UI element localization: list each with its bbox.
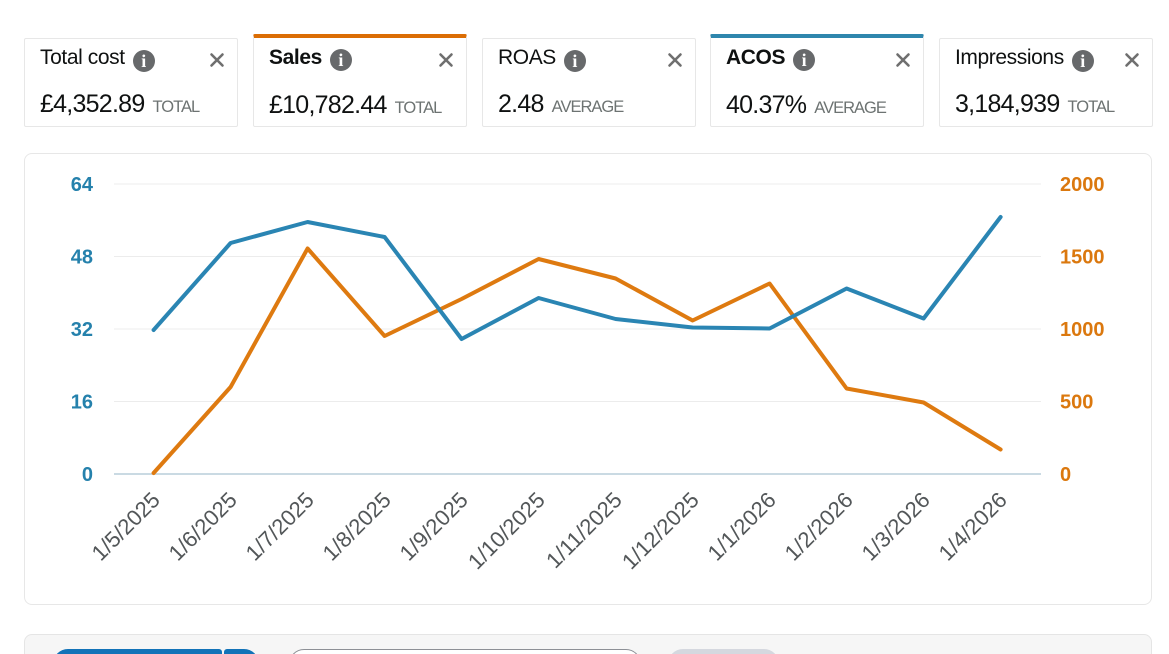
svg-text:1/9/2025: 1/9/2025 — [395, 487, 473, 565]
svg-text:500: 500 — [1060, 392, 1093, 414]
svg-text:1500: 1500 — [1060, 247, 1105, 269]
svg-text:16: 16 — [71, 392, 93, 414]
svg-text:1/10/2025: 1/10/2025 — [463, 487, 550, 574]
svg-text:1/2/2026: 1/2/2026 — [780, 487, 858, 565]
svg-text:1/8/2025: 1/8/2025 — [318, 487, 396, 565]
svg-text:1/3/2026: 1/3/2026 — [857, 487, 935, 565]
svg-text:48: 48 — [71, 247, 93, 269]
svg-text:0: 0 — [1060, 464, 1071, 486]
svg-text:1000: 1000 — [1060, 319, 1105, 341]
svg-text:1/12/2025: 1/12/2025 — [617, 487, 704, 574]
svg-text:2000: 2000 — [1060, 174, 1105, 196]
svg-text:1/5/2025: 1/5/2025 — [87, 487, 165, 565]
svg-text:1/1/2026: 1/1/2026 — [703, 487, 781, 565]
svg-text:64: 64 — [71, 174, 94, 196]
svg-text:1/4/2026: 1/4/2026 — [934, 487, 1012, 565]
svg-text:0: 0 — [82, 464, 93, 486]
svg-text:1/11/2025: 1/11/2025 — [541, 487, 627, 573]
svg-text:1/6/2025: 1/6/2025 — [164, 487, 242, 565]
svg-text:1/7/2025: 1/7/2025 — [241, 487, 319, 565]
svg-text:32: 32 — [71, 319, 93, 341]
